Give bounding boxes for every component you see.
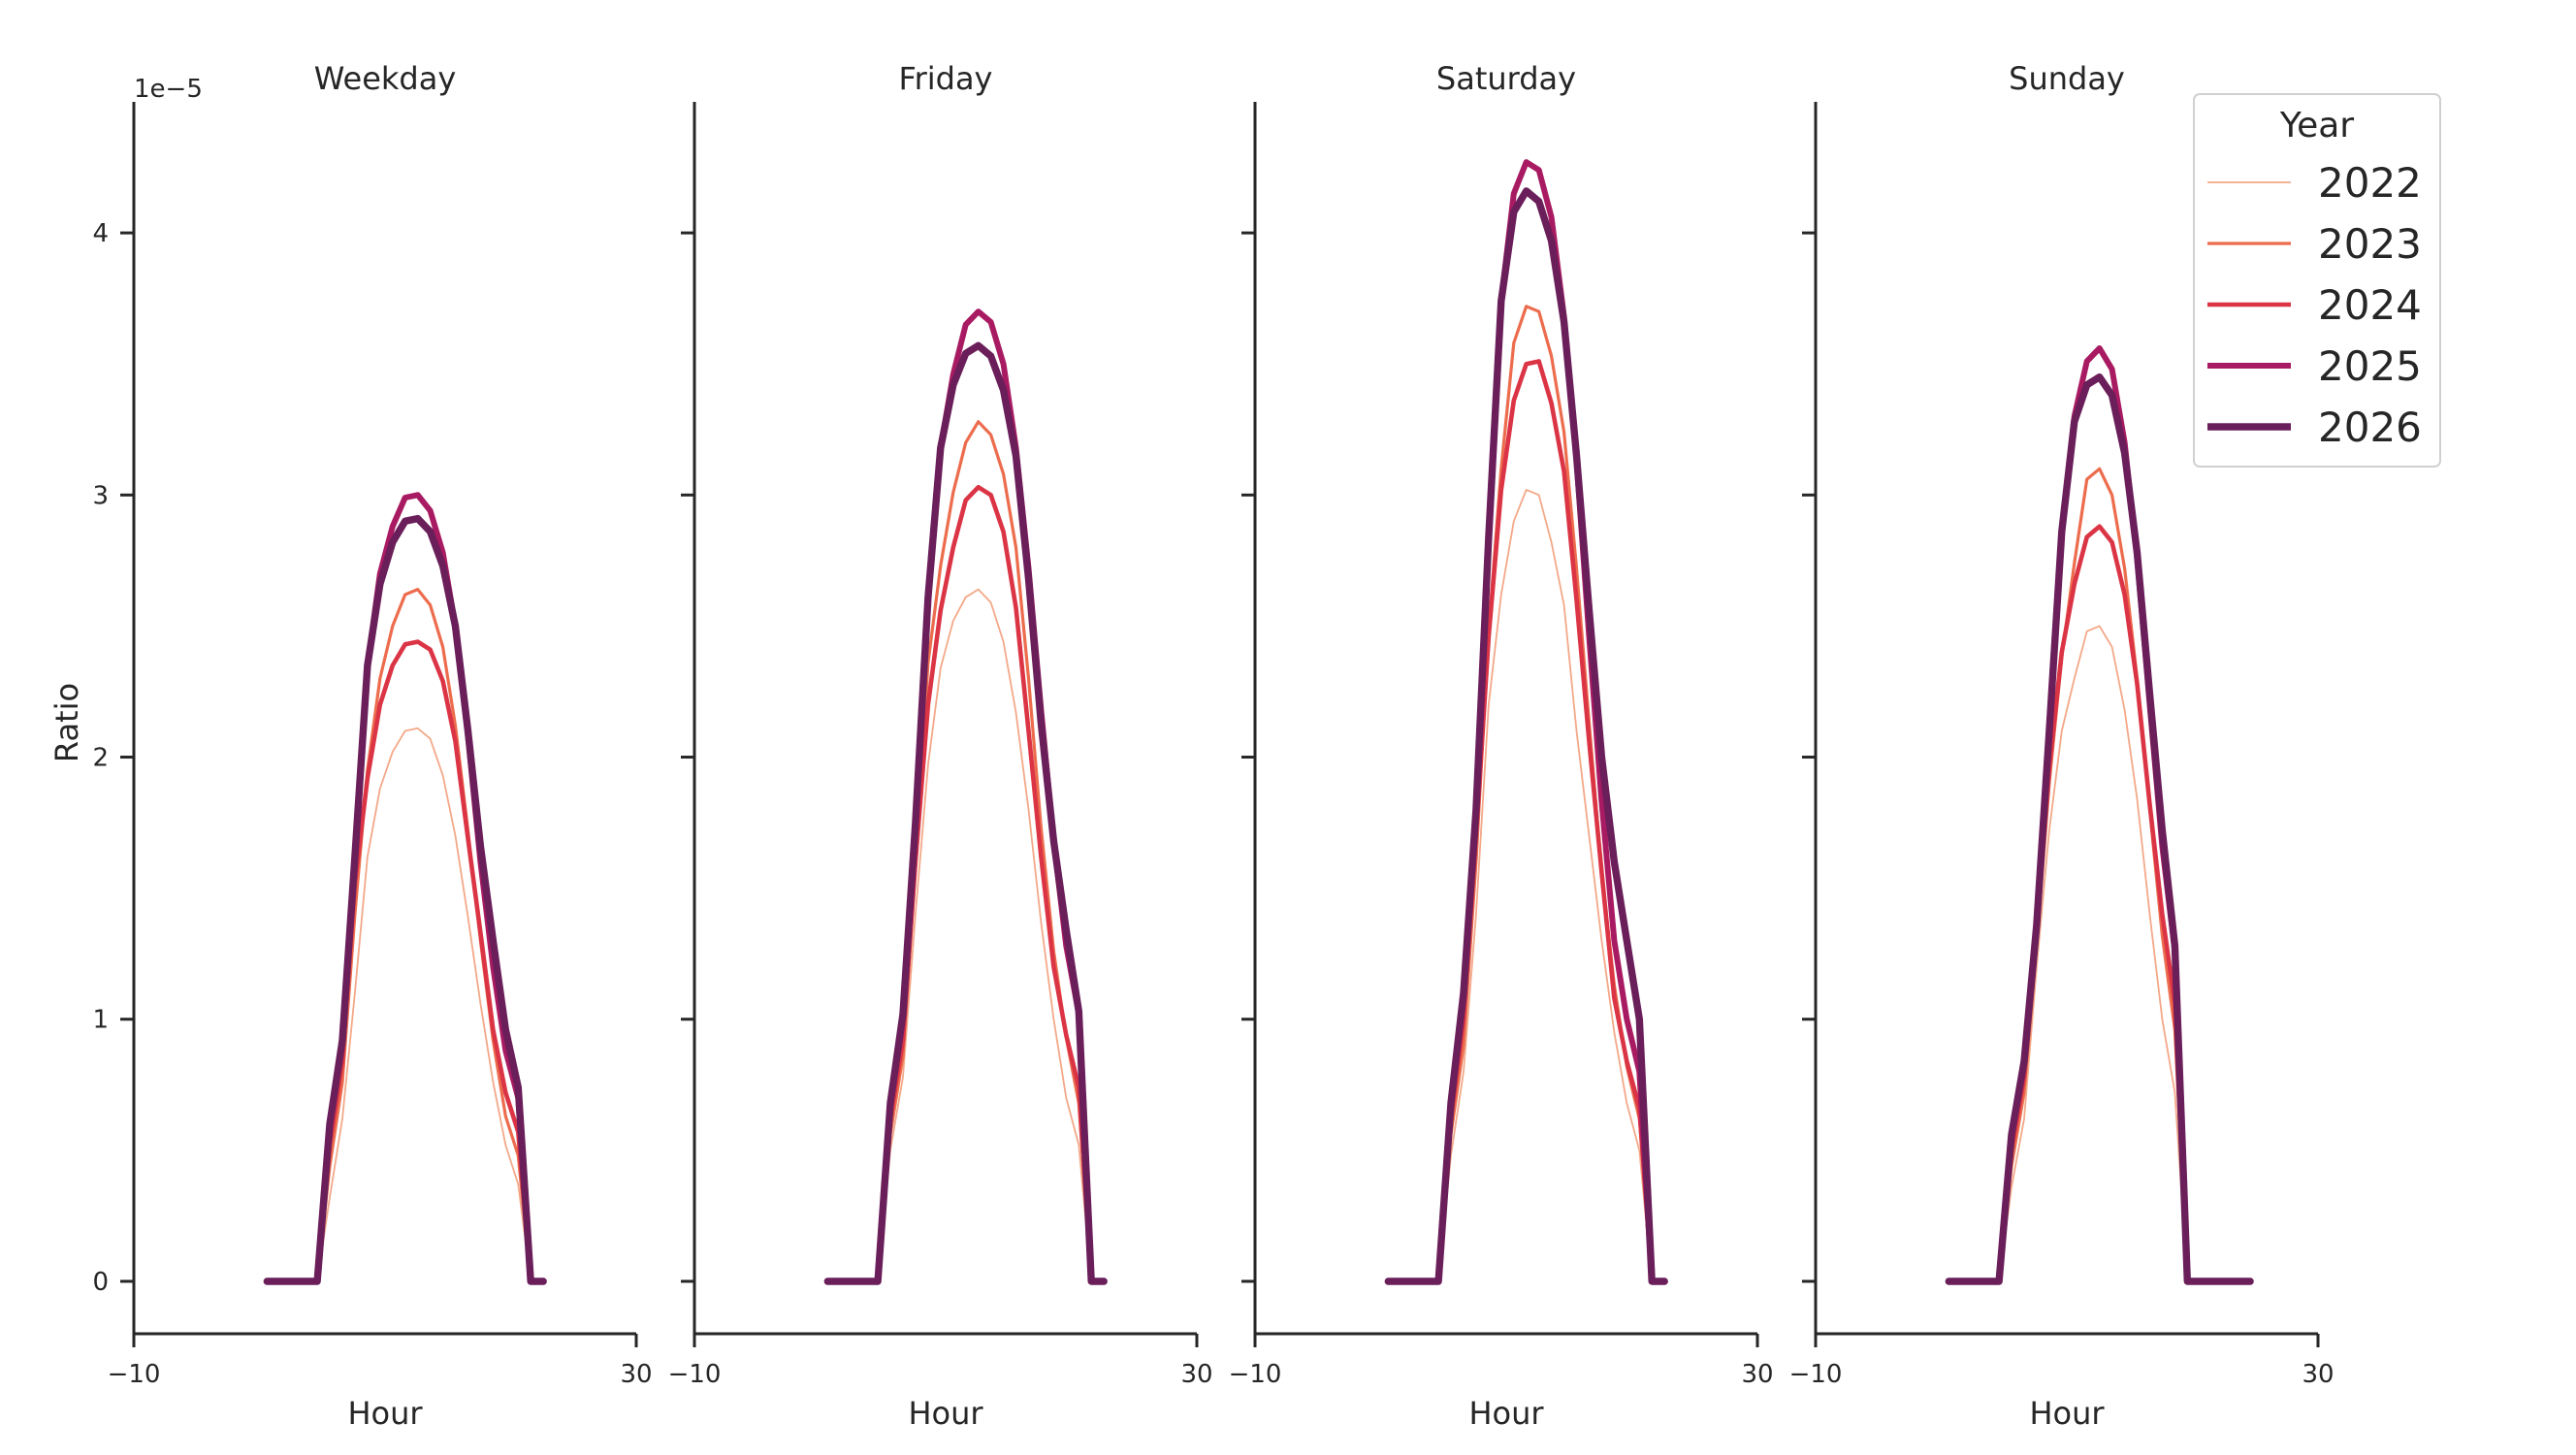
series-line-2024 <box>1386 359 1667 1284</box>
x-tick-label: −10 <box>668 1360 722 1389</box>
series-line-2025 <box>1385 159 1668 1284</box>
legend-label-2025: 2025 <box>2318 342 2422 390</box>
x-axis-label: Hour <box>908 1395 983 1432</box>
series-line-2025 <box>264 492 547 1284</box>
legend-label-2026: 2026 <box>2318 404 2422 451</box>
legend-label-2022: 2022 <box>2318 159 2422 207</box>
series-line-2023 <box>265 588 545 1283</box>
panel-title: Weekday <box>314 60 457 97</box>
panel-friday: Friday −10 30 Hour <box>668 60 1213 1432</box>
series-line-2022 <box>1387 489 1666 1282</box>
y-tick-label: 0 <box>92 1268 109 1297</box>
series-line-2026 <box>1384 187 1668 1285</box>
series-line-2026 <box>263 514 547 1285</box>
legend-title: Year <box>2279 106 2354 146</box>
x-tick-label: 30 <box>620 1360 652 1389</box>
series-line-2024 <box>265 639 546 1284</box>
panel-sunday: Sunday −10 30 Hour <box>1789 60 2334 1432</box>
panel-title: Saturday <box>1436 60 1576 97</box>
x-axis-label: Hour <box>347 1395 423 1432</box>
panel-title: Friday <box>899 60 993 97</box>
legend-label-2024: 2024 <box>2318 281 2422 329</box>
series-line-2024 <box>1947 524 2253 1284</box>
series-line-2026 <box>823 341 1108 1285</box>
y-offset-label: 1e−5 <box>134 75 203 104</box>
series-line-2025 <box>824 308 1108 1284</box>
y-tick-label: 2 <box>92 744 109 773</box>
x-axis-label: Hour <box>2029 1395 2105 1432</box>
y-axis-label: Ratio <box>48 683 85 762</box>
legend-frame <box>2193 93 2441 468</box>
y-tick-label: 4 <box>92 219 109 248</box>
panel-title: Sunday <box>2009 60 2125 97</box>
series-line-2023 <box>1386 305 1666 1283</box>
panel-saturday: Saturday −10 30 Hour <box>1229 60 1774 1432</box>
x-tick-label: 30 <box>1180 1360 1212 1389</box>
x-tick-label: 30 <box>1741 1360 1773 1389</box>
y-tick-label: 3 <box>92 481 109 510</box>
series-line-2026 <box>1945 373 2254 1285</box>
legend: Year 2022 2023 2024 2025 2026 <box>2193 93 2441 468</box>
series-line-2023 <box>1947 467 2252 1283</box>
series-line-2022 <box>1948 625 2251 1282</box>
x-axis-label: Hour <box>1468 1395 1544 1432</box>
series-line-2025 <box>1946 345 2254 1284</box>
legend-label-2023: 2023 <box>2318 220 2422 268</box>
x-tick-label: −10 <box>108 1360 161 1389</box>
x-tick-label: −10 <box>1229 1360 1282 1389</box>
y-tick-label: 1 <box>92 1006 109 1035</box>
x-tick-label: −10 <box>1789 1360 1843 1389</box>
panel-weekday: Weekday 0 1 2 3 4 −10 30 Hour <box>92 60 652 1432</box>
series-line-2023 <box>825 420 1106 1283</box>
x-tick-label: 30 <box>2302 1360 2334 1389</box>
